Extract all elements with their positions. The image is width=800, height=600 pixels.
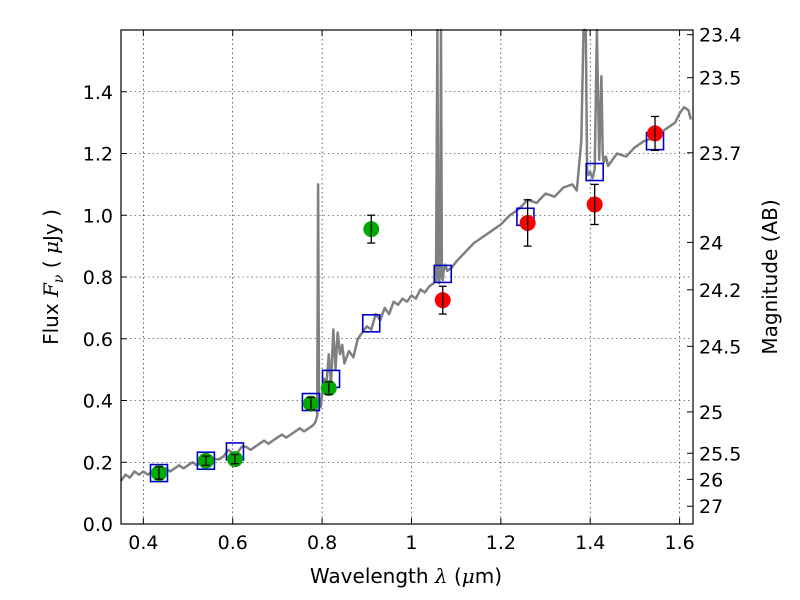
spectrum-line-group <box>119 28 693 482</box>
x-tick-label: 1.4 <box>575 532 605 554</box>
x-tick-label: 0.4 <box>128 532 158 554</box>
mag-tick-label: 27 <box>699 496 723 518</box>
x-tick-label: 0.6 <box>218 532 248 554</box>
observed-photometry-group <box>150 115 664 482</box>
mag-tick-label: 25 <box>699 402 723 424</box>
mag-tick-label: 24.5 <box>699 336 741 358</box>
model-square-marker <box>196 451 216 471</box>
mag-tick-label: 23.4 <box>699 25 741 47</box>
spectrum-line <box>119 28 693 482</box>
y-tick-label: 1.2 <box>83 144 113 166</box>
x-tick-label: 1 <box>405 532 417 554</box>
mag-tick-label: 25.5 <box>699 443 741 465</box>
x-tick-label: 0.8 <box>307 532 337 554</box>
y-tick-label: 1.0 <box>83 205 113 227</box>
y2-axis-label: Magnitude (AB) <box>758 199 782 354</box>
y-tick-label: 1.4 <box>83 82 113 104</box>
y-tick-label: 0.6 <box>83 329 113 351</box>
y-axis-label: Flux Fν ( μJy ) <box>39 209 67 345</box>
mag-tick-label: 26 <box>699 469 723 491</box>
x-tick-label: 1.2 <box>486 532 516 554</box>
model-square-marker <box>585 162 604 182</box>
x-axis-label: Wavelength λ (μm) <box>310 564 502 588</box>
y-tick-label: 0.8 <box>83 267 113 289</box>
y-tick-label: 0.4 <box>83 391 113 413</box>
model-square-marker <box>149 463 169 483</box>
model-square-marker <box>361 314 381 333</box>
y-tick-label: 0.2 <box>83 452 113 474</box>
mag-tick-label: 23.7 <box>699 143 741 165</box>
gridlines <box>121 30 693 525</box>
model-photometry-group <box>149 131 665 483</box>
model-square-marker <box>433 264 453 284</box>
y-tick-label: 0.0 <box>83 514 113 536</box>
x-tick-label: 1.6 <box>664 532 694 554</box>
axis-ticks: 0.4 0.6 0.8 1 1.2 1.4 1.6 0.0 0.2 0.4 0.6 0.8 1.0 1.2… <box>83 25 742 554</box>
mag-tick-label: 24.2 <box>699 280 741 302</box>
mag-tick-label: 23.5 <box>699 68 741 90</box>
mag-tick-label: 24 <box>699 232 723 254</box>
